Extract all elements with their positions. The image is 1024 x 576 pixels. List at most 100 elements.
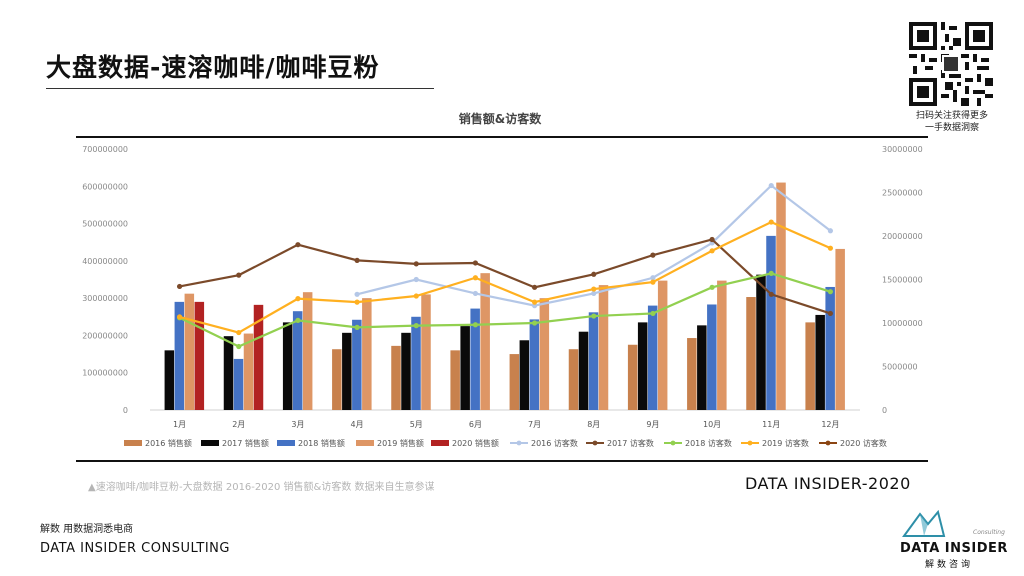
left-axis-tick-label: 0 — [123, 406, 128, 415]
bar — [598, 285, 609, 410]
legend-swatch — [124, 440, 142, 446]
qr-caption: 扫码关注获得更多 一手数据洞察 — [900, 110, 1004, 134]
line-point — [768, 270, 774, 277]
bar — [411, 316, 421, 410]
chart-title: 销售额&访客数 — [459, 111, 542, 126]
line-point — [709, 284, 715, 290]
bar — [509, 354, 520, 410]
bar — [766, 235, 776, 410]
bar — [292, 311, 303, 410]
legend-label: 2016 访客数 — [531, 438, 578, 448]
line-point — [591, 290, 597, 297]
line-point — [472, 290, 479, 297]
bar — [194, 301, 205, 410]
bar — [282, 322, 293, 410]
bar — [470, 308, 480, 410]
title-divider — [46, 88, 434, 89]
left-axis-tick-label: 100000000 — [82, 369, 128, 378]
legend-label: 2017 访客数 — [607, 438, 654, 448]
qr-caption-line2: 一手数据洞察 — [924, 123, 979, 133]
bar — [184, 293, 195, 410]
legend-marker — [670, 440, 676, 446]
legend-label: 2020 销售额 — [452, 438, 499, 448]
right-axis-tick-label: 10000000 — [882, 319, 923, 328]
bar — [243, 333, 254, 410]
bar — [401, 332, 411, 410]
line-point — [531, 284, 538, 290]
bar — [568, 349, 579, 410]
footer-tagline: 解数 用数据洞悉电商 — [40, 524, 134, 535]
right-axis-tick-label: 0 — [882, 406, 887, 415]
right-axis-tick-label: 5000000 — [882, 363, 918, 372]
legend-label: 2016 销售额 — [145, 438, 192, 448]
line-point — [827, 310, 834, 317]
line-point — [768, 182, 774, 189]
line-point — [354, 291, 360, 297]
x-tick-label: 2月 — [232, 420, 245, 429]
line-point — [236, 272, 242, 278]
line-point — [472, 275, 479, 281]
bar — [687, 338, 697, 410]
line-point — [827, 245, 834, 251]
line-point — [709, 236, 715, 243]
line-point — [354, 257, 360, 263]
line-point — [531, 320, 538, 326]
bar — [450, 350, 460, 410]
bar — [815, 314, 825, 410]
legend-swatch — [277, 440, 295, 446]
x-tick-label: 3月 — [291, 420, 304, 429]
logo-name: DATA INSIDER — [900, 541, 1008, 556]
bar — [164, 350, 175, 410]
bar — [657, 280, 668, 410]
line-point — [591, 286, 597, 292]
bar — [825, 286, 835, 410]
bar — [302, 292, 313, 410]
x-tick-label: 8月 — [587, 420, 600, 429]
line-point — [236, 343, 242, 350]
line-point — [413, 276, 419, 283]
bar — [637, 322, 648, 410]
legend-label: 2019 访客数 — [762, 438, 809, 448]
bar — [519, 340, 530, 410]
left-axis-tick-label: 600000000 — [82, 182, 128, 191]
legend-swatch — [431, 440, 449, 446]
series-line — [179, 220, 831, 334]
line-point — [413, 293, 419, 299]
x-tick-label: 9月 — [646, 420, 659, 429]
logo-cn: 解数咨询 — [925, 560, 974, 570]
x-tick-label: 1月 — [173, 420, 186, 429]
bar — [539, 298, 550, 410]
line-point — [650, 252, 656, 258]
qr-caption-line1: 扫码关注获得更多 — [915, 111, 988, 121]
line-point — [591, 271, 597, 277]
line-point — [531, 299, 538, 305]
line-point — [827, 228, 834, 234]
bar — [756, 274, 766, 410]
bar — [529, 319, 540, 410]
line-point — [827, 289, 834, 295]
legend-marker — [747, 440, 753, 446]
bar — [233, 358, 244, 410]
line-point — [650, 310, 656, 317]
bar — [352, 319, 362, 410]
series-line — [179, 272, 831, 348]
legend-label: 2020 访客数 — [840, 438, 887, 448]
legend-label: 2018 销售额 — [298, 438, 345, 448]
bar — [835, 248, 845, 410]
bar — [707, 304, 717, 410]
bar — [421, 294, 431, 410]
bar — [776, 182, 786, 410]
left-axis-tick-label: 300000000 — [82, 294, 128, 303]
bar — [460, 326, 470, 410]
legend-marker — [592, 440, 598, 446]
legend-marker — [516, 440, 522, 446]
left-axis-tick-label: 500000000 — [82, 220, 128, 229]
line-point — [709, 248, 715, 254]
line-point — [354, 324, 360, 330]
bar — [578, 331, 589, 410]
bar — [342, 332, 352, 410]
line-point — [472, 322, 479, 328]
legend-label: 2017 销售额 — [222, 438, 269, 448]
bar — [697, 325, 707, 410]
legend-swatch — [201, 440, 219, 446]
